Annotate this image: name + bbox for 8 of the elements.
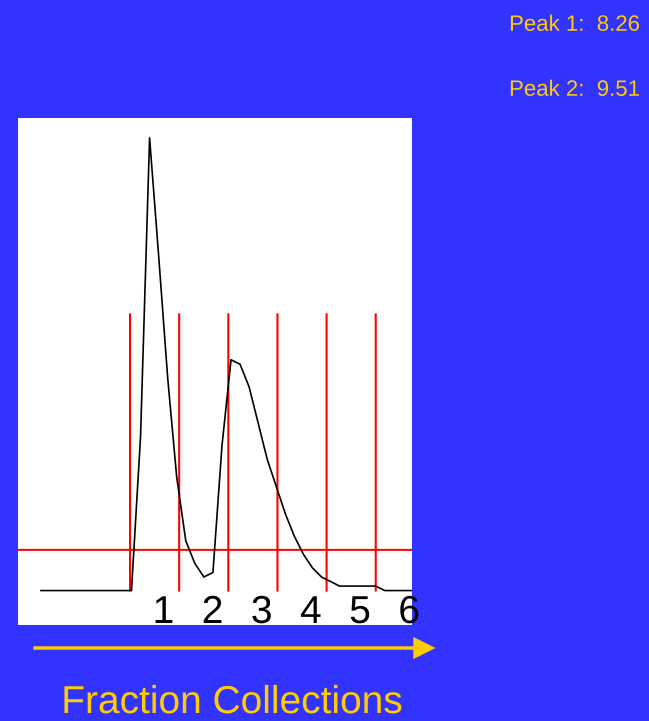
text: 5	[350, 596, 370, 624]
text: 4	[300, 596, 321, 623]
text: Peak 1: 8.26	[510, 14, 640, 31]
text: Peak 2: 9.51	[510, 80, 639, 96]
text: 3	[252, 596, 271, 624]
x-axis-title: Fraction Collections	[64, 684, 402, 714]
text: 2	[204, 596, 222, 623]
text: 1	[156, 596, 172, 623]
